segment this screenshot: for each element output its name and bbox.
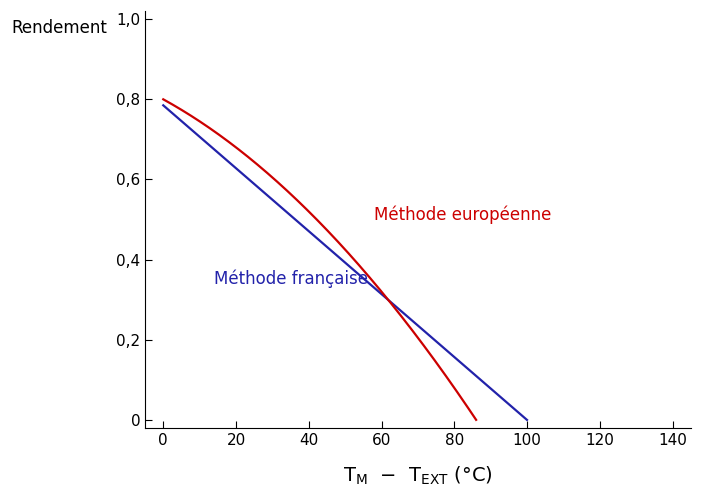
Text: Méthode européenne: Méthode européenne: [374, 205, 552, 224]
Text: Méthode française: Méthode française: [214, 269, 369, 288]
X-axis label: $\mathregular{T_M}$  $-$  $\mathregular{T_{EXT}}$ (°C): $\mathregular{T_M}$ $-$ $\mathregular{T_…: [343, 465, 493, 487]
Y-axis label: Rendement: Rendement: [11, 19, 107, 37]
